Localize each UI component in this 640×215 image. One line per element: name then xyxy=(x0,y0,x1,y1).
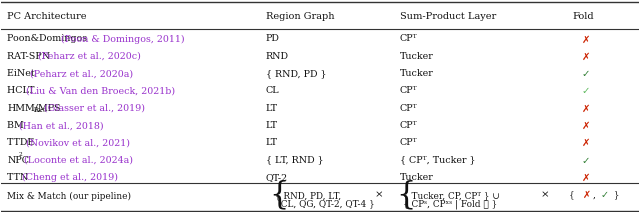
Text: 2: 2 xyxy=(19,152,22,157)
Text: ✓: ✓ xyxy=(601,190,609,200)
Text: ✓: ✓ xyxy=(582,86,590,97)
Text: (Loconte et al., 2024a): (Loconte et al., 2024a) xyxy=(21,156,133,165)
Text: ✗: ✗ xyxy=(582,52,590,62)
Text: QT-2: QT-2 xyxy=(266,173,288,182)
Text: LT: LT xyxy=(266,121,278,130)
Text: (Peharz et al., 2020c): (Peharz et al., 2020c) xyxy=(38,52,141,61)
Text: ×: × xyxy=(540,191,549,200)
Text: Tucker: Tucker xyxy=(400,173,433,182)
Text: (Cheng et al., 2019): (Cheng et al., 2019) xyxy=(22,173,118,182)
Text: HCLT: HCLT xyxy=(7,86,38,95)
Text: PD: PD xyxy=(266,34,280,43)
Text: (Liu & Van den Broeck, 2021b): (Liu & Van den Broeck, 2021b) xyxy=(26,86,175,95)
Text: Region Graph: Region Graph xyxy=(266,12,334,21)
Text: LT: LT xyxy=(266,138,278,147)
Text: Tucker: Tucker xyxy=(400,69,433,78)
Text: LT: LT xyxy=(266,104,278,113)
Text: CPᵀ: CPᵀ xyxy=(400,34,417,43)
Text: { LT, RND }: { LT, RND } xyxy=(266,156,323,165)
Text: { Tucker, CP, CPᵀ } ∪: { Tucker, CP, CPᵀ } ∪ xyxy=(403,191,500,200)
Text: { RND, PD }: { RND, PD } xyxy=(266,69,326,78)
Text: Mix & Match (our pipeline): Mix & Match (our pipeline) xyxy=(7,192,131,201)
Text: CPᵀ: CPᵀ xyxy=(400,86,417,95)
Text: ✗: ✗ xyxy=(582,173,590,183)
Text: ✗: ✗ xyxy=(582,104,590,114)
Text: {: { xyxy=(269,180,288,211)
Text: {: { xyxy=(569,191,577,200)
Text: ✗: ✗ xyxy=(582,34,590,45)
Text: EiNet: EiNet xyxy=(7,69,38,78)
Text: CPᵀ: CPᵀ xyxy=(400,138,417,147)
Text: CPᵀ: CPᵀ xyxy=(400,121,417,130)
Text: ✗: ✗ xyxy=(583,190,591,200)
Text: ×: × xyxy=(374,191,383,200)
Text: { CPˢ, CPˣˢ | Fold ✓ }: { CPˢ, CPˣˢ | Fold ✓ } xyxy=(403,200,497,209)
Text: }: } xyxy=(611,191,619,200)
Text: (Peharz et al., 2020a): (Peharz et al., 2020a) xyxy=(30,69,133,78)
Text: { RND, PD, LT,: { RND, PD, LT, xyxy=(275,191,341,200)
Text: CPᵀ: CPᵀ xyxy=(400,104,417,113)
Text: NPC: NPC xyxy=(7,156,29,165)
Text: ℝ≥0: ℝ≥0 xyxy=(34,108,47,113)
Text: ✗: ✗ xyxy=(582,138,590,148)
Text: PC Architecture: PC Architecture xyxy=(7,12,86,21)
Text: ✗: ✗ xyxy=(582,121,590,131)
Text: CL, QG, QT-2, QT-4 }: CL, QG, QT-2, QT-4 } xyxy=(275,200,375,208)
Text: {: { xyxy=(397,180,416,211)
Text: ✓: ✓ xyxy=(582,69,590,79)
Text: ✓: ✓ xyxy=(582,156,590,166)
Text: HMM/MPS: HMM/MPS xyxy=(7,104,61,113)
Text: BM: BM xyxy=(7,121,27,130)
Text: Poon&Domingos: Poon&Domingos xyxy=(7,34,90,43)
Text: (Glasser et al., 2019): (Glasser et al., 2019) xyxy=(41,104,145,113)
Text: (Poon & Domingos, 2011): (Poon & Domingos, 2011) xyxy=(61,34,184,44)
Text: { CPᵀ, Tucker }: { CPᵀ, Tucker } xyxy=(400,156,476,165)
Text: TTDE: TTDE xyxy=(7,138,37,147)
Text: CL: CL xyxy=(266,86,279,95)
Text: (Han et al., 2018): (Han et al., 2018) xyxy=(19,121,103,130)
Text: (Novikov et al., 2021): (Novikov et al., 2021) xyxy=(26,138,130,147)
Text: RND: RND xyxy=(266,52,289,61)
Text: TTN: TTN xyxy=(7,173,31,182)
Text: Fold: Fold xyxy=(572,12,594,21)
Text: ,: , xyxy=(593,191,599,200)
Text: RAT-SPN: RAT-SPN xyxy=(7,52,53,61)
Text: Tucker: Tucker xyxy=(400,52,433,61)
Text: Sum-Product Layer: Sum-Product Layer xyxy=(400,12,496,21)
